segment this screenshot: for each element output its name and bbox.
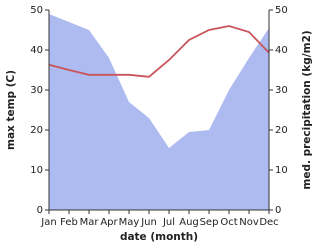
x-tick-label: May [119, 217, 140, 228]
x-tick-label: Jun [140, 217, 157, 228]
y-tick-label: 30 [30, 85, 43, 96]
x-tick-label: Feb [60, 217, 78, 228]
precipitation-area [49, 14, 269, 210]
y-tick-label: 40 [30, 45, 43, 56]
y2-tick-label: 30 [275, 85, 288, 96]
x-tick-label: Jan [40, 217, 56, 228]
y2-axis-title: med. precipitation (kg/m2) [301, 30, 313, 189]
y2-tick-label: 40 [275, 45, 288, 56]
y2-tick-label: 20 [275, 125, 288, 136]
x-tick-label: Sep [200, 217, 219, 228]
x-tick-label: Oct [220, 217, 237, 228]
x-tick-label: Aug [179, 217, 199, 228]
y-tick-label: 20 [30, 125, 43, 136]
y-tick-label: 0 [37, 205, 43, 216]
y-tick-label: 50 [30, 5, 43, 16]
x-tick-label: Jul [162, 217, 175, 228]
x-tick-label: Apr [100, 217, 118, 228]
y2-tick-label: 0 [275, 205, 281, 216]
y-axis-title: max temp (C) [5, 70, 17, 150]
x-tick-label: Dec [259, 217, 278, 228]
temperature-line [48, 25, 270, 78]
x-tick-label: Nov [239, 217, 259, 228]
y-tick-label: 10 [30, 165, 43, 176]
x-axis-title: date (month) [120, 231, 198, 243]
x-tick-label: Mar [80, 217, 100, 228]
y2-tick-label: 50 [275, 5, 288, 16]
y2-tick-label: 10 [275, 165, 288, 176]
